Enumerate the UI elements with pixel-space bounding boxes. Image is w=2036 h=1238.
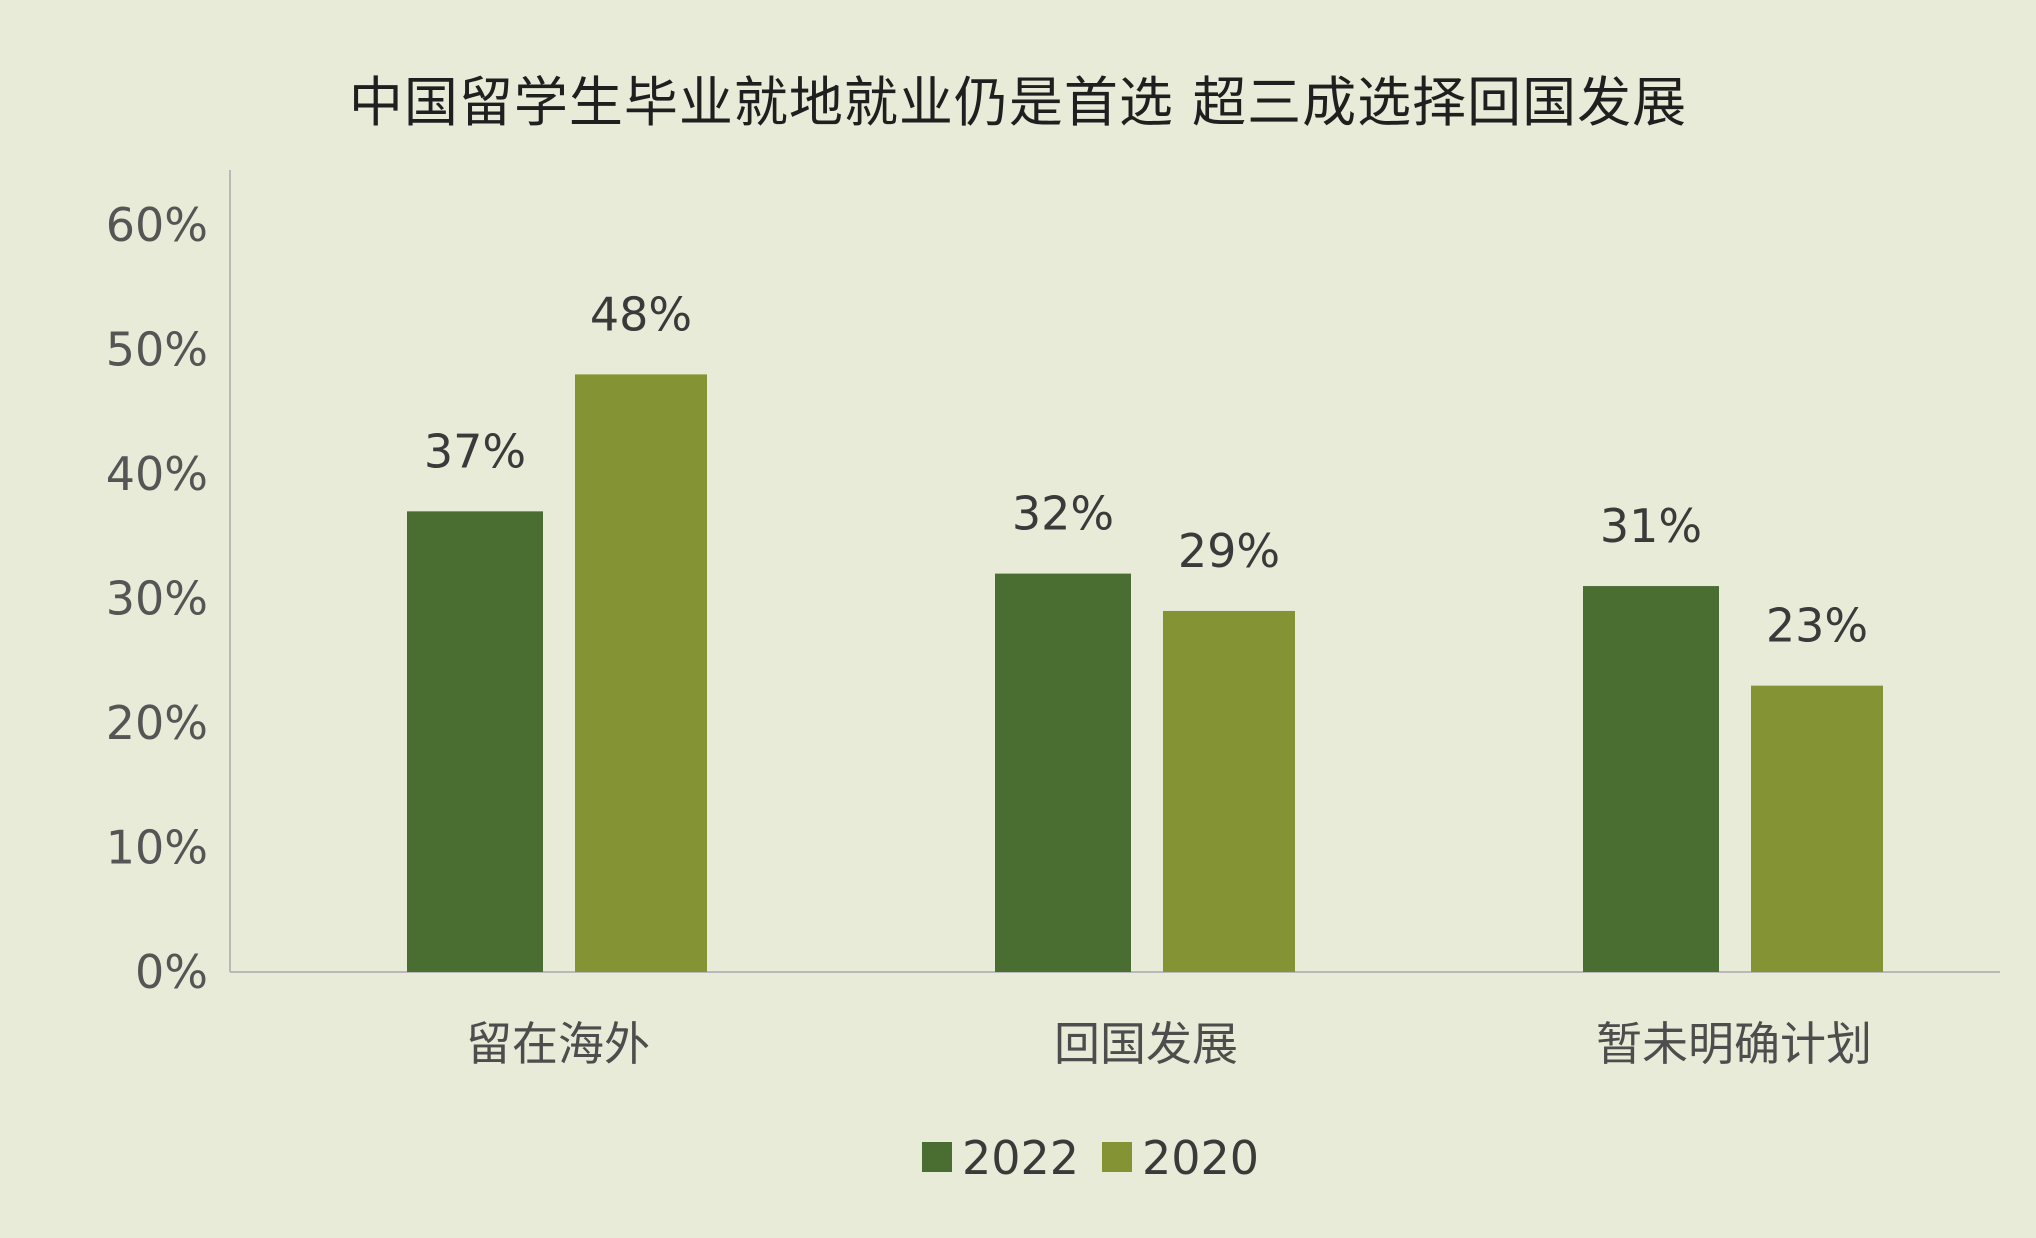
bar-2022-1 [407,511,543,972]
x-category-label: 留在海外 [466,1017,650,1071]
legend-swatch-2020 [1102,1142,1132,1172]
y-tick-label: 30% [106,572,208,626]
y-tick-label: 0% [135,945,208,999]
y-tick-label: 10% [106,821,208,875]
bar-2022-2 [995,573,1131,972]
legend-label: 2020 [1142,1131,1259,1185]
bar-2020-1 [575,374,707,972]
bar-2020-2 [1163,610,1295,972]
x-category-label: 暂未明确计划 [1596,1017,1872,1071]
legend-swatch-2022 [922,1142,952,1172]
data-label: 48% [590,287,692,341]
y-tick-label: 50% [106,323,208,377]
data-label: 29% [1178,524,1280,578]
y-tick-label: 20% [106,696,208,750]
y-tick-label: 40% [106,447,208,501]
y-tick-label: 60% [106,198,208,252]
data-label: 31% [1600,499,1702,553]
legend-label: 2022 [962,1131,1079,1185]
chart-title: 中国留学生毕业就地就业仍是首选 超三成选择回国发展 [348,71,1688,134]
bar-2022-3 [1583,586,1719,972]
x-category-label: 回国发展 [1054,1017,1238,1071]
bar-2020-3 [1751,685,1883,972]
data-label: 32% [1012,487,1114,541]
data-label: 37% [424,424,526,478]
data-label: 23% [1766,599,1868,653]
